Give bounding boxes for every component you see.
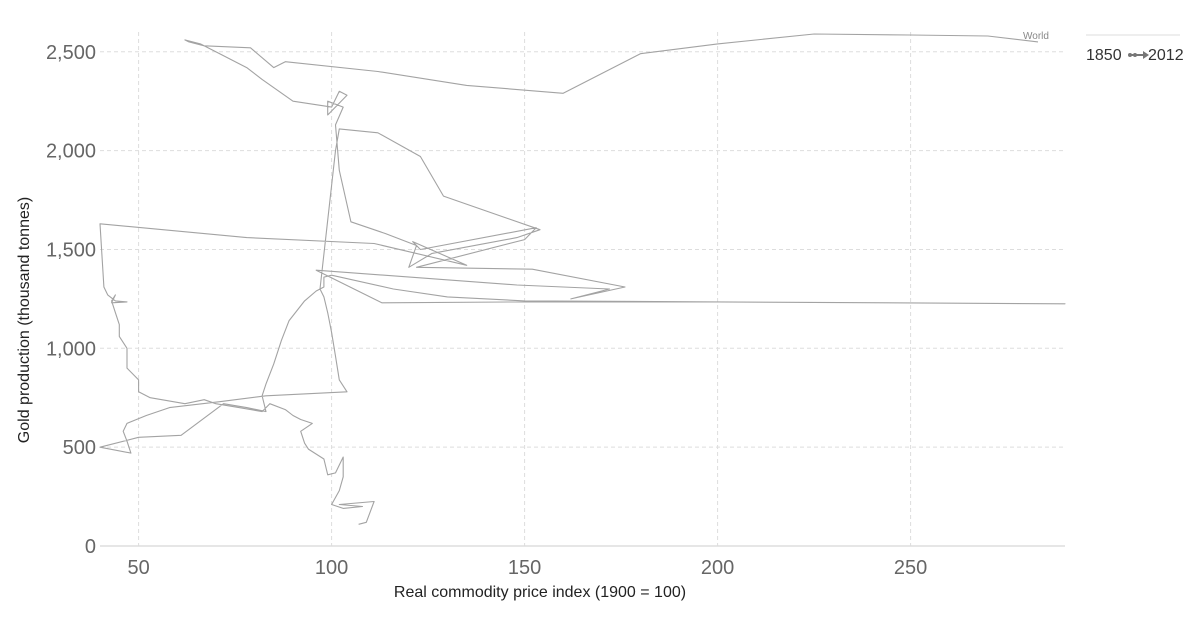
x-tick-label: 250 — [894, 557, 927, 579]
y-tick-label: 0 — [85, 536, 96, 558]
y-tick-label: 2,500 — [46, 42, 96, 64]
x-axis-ticks: 50 100 150 200 250 — [127, 557, 927, 579]
series-layer: World — [99, 31, 1066, 525]
x-tick-label: 200 — [701, 557, 734, 579]
y-axis-label: Gold production (thousand tonnes) — [16, 197, 33, 443]
legend-arrow-icon — [1128, 51, 1149, 59]
time-legend: 1850 2012 — [1086, 34, 1184, 64]
x-tick-label: 150 — [508, 557, 541, 579]
x-tick-label: 50 — [127, 557, 149, 579]
series-label-world: World — [1023, 31, 1049, 42]
y-tick-label: 2,000 — [46, 141, 96, 163]
y-tick-label: 500 — [63, 437, 96, 459]
y-axis-ticks: 0 500 1,000 1,500 2,000 2,500 — [46, 42, 96, 558]
grid — [100, 32, 1065, 547]
x-axis-label: Real commodity price index (1900 = 100) — [394, 584, 686, 601]
legend-end-year: 2012 — [1148, 47, 1184, 64]
y-tick-label: 1,000 — [46, 338, 96, 360]
legend-start-year: 1850 — [1086, 47, 1122, 64]
y-tick-label: 1,500 — [46, 239, 96, 261]
x-tick-label: 100 — [315, 557, 348, 579]
series-line-world — [99, 33, 1066, 525]
